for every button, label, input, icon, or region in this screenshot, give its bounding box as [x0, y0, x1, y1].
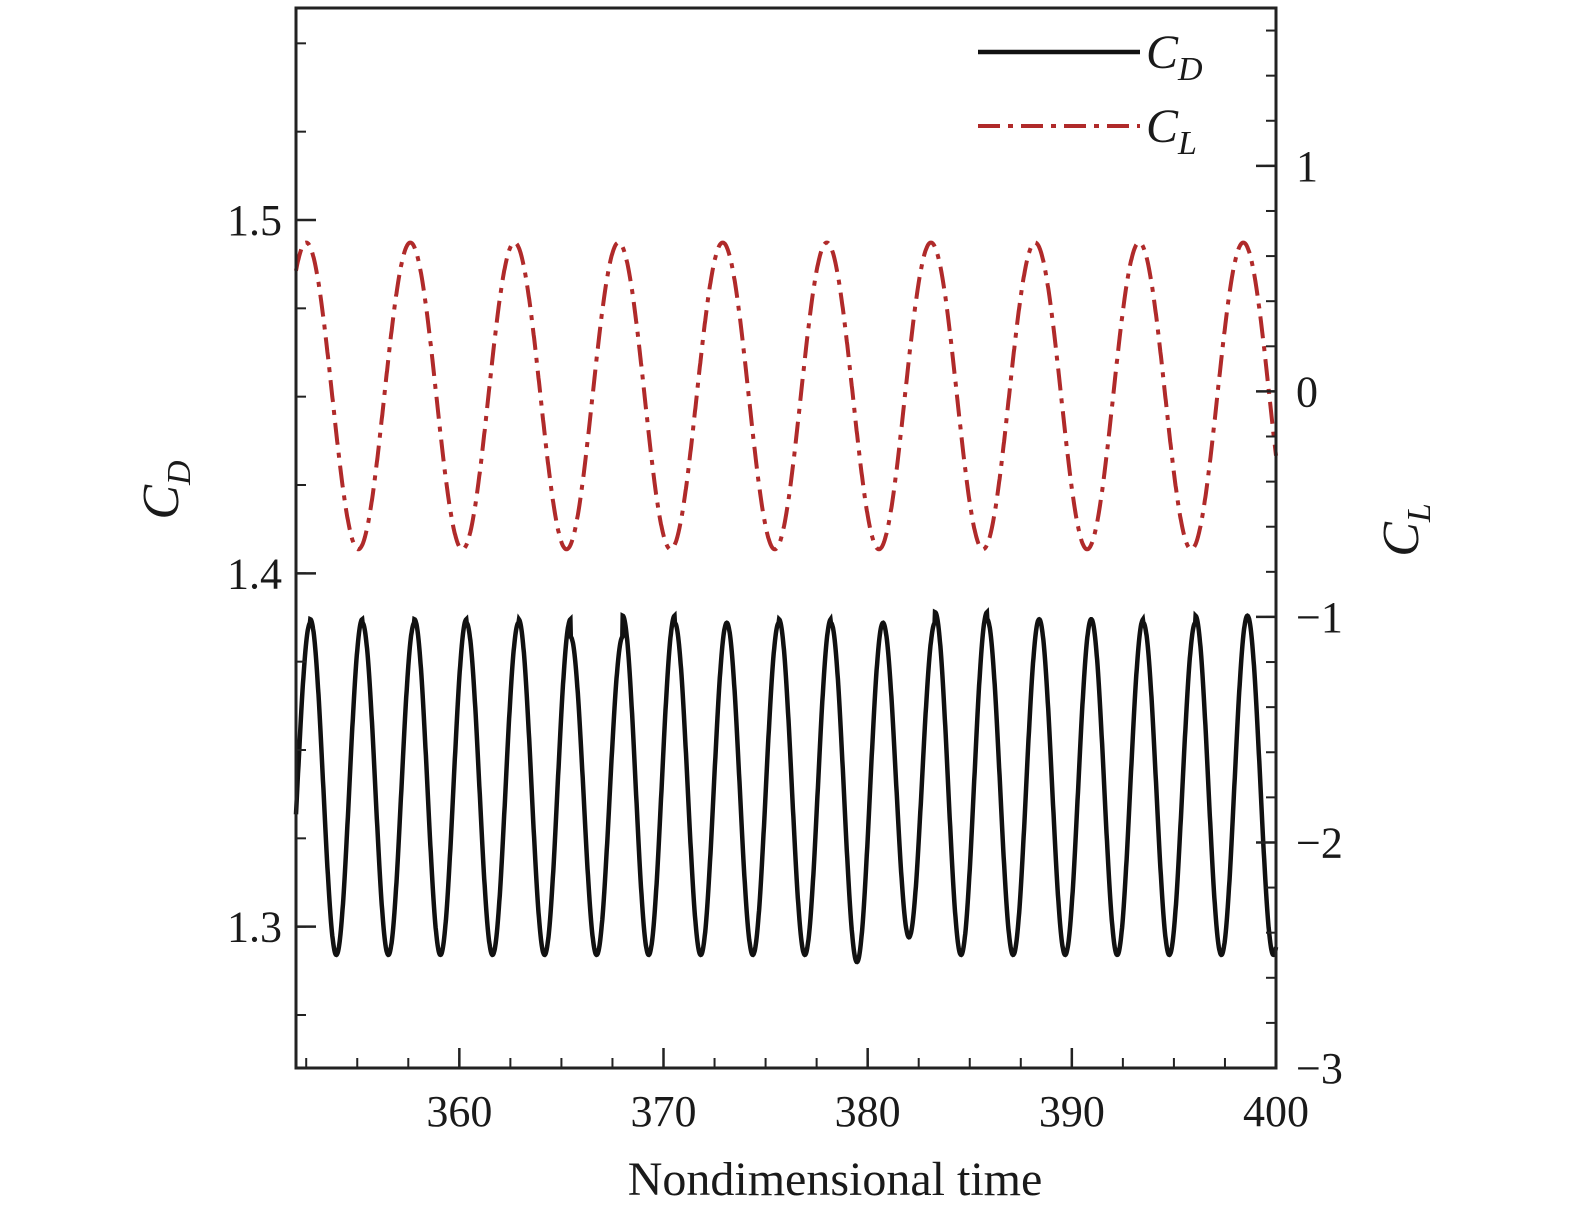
x-tick-label: 360	[426, 1087, 492, 1136]
y-left-tick-label: 1.3	[227, 903, 282, 952]
series-line-c-d	[293, 607, 1279, 965]
y-left-axis-title: CD	[133, 460, 198, 520]
y-right-symbol: C	[1373, 521, 1430, 557]
y-right-tick-label: 0	[1296, 367, 1318, 416]
y-left-subscript: D	[161, 460, 198, 486]
y-left-tick-label: 1.4	[227, 549, 282, 598]
legend-label-cd: CD	[1146, 26, 1203, 88]
legend: CD CL	[978, 26, 1203, 162]
x-tick-label: 390	[1039, 1087, 1105, 1136]
series-line-c-l	[294, 240, 1278, 552]
plot-frame	[294, 6, 1278, 1070]
y-right-tick-label: −3	[1296, 1044, 1343, 1093]
legend-cd-subscript: D	[1177, 51, 1203, 88]
y-right-tick-label: −1	[1296, 593, 1343, 642]
y-left-tick-label: 1.5	[227, 196, 282, 245]
y-left-symbol: C	[133, 484, 190, 520]
x-tick-label: 370	[631, 1087, 697, 1136]
x-tick-label: 400	[1243, 1087, 1309, 1136]
series-layer	[293, 240, 1279, 965]
x-axis-title: Nondimensional time	[628, 1153, 1043, 1206]
y-right-tick-label: −2	[1296, 818, 1343, 867]
x-tick-label: 380	[835, 1087, 901, 1136]
legend-label-cl: CL	[1146, 100, 1197, 162]
ticks-layer: 360 370 380 390 400 1.3 1.4 1.5 1 0 −1 −2 −3	[227, 29, 1343, 1136]
y-right-subscript: L	[1401, 503, 1438, 523]
legend-cd-symbol: C	[1146, 26, 1179, 79]
y-right-axis-title: CL	[1373, 503, 1438, 557]
y-right-tick-label: 1	[1296, 142, 1318, 191]
legend-cl-symbol: C	[1146, 100, 1179, 153]
legend-cl-subscript: L	[1177, 125, 1197, 162]
